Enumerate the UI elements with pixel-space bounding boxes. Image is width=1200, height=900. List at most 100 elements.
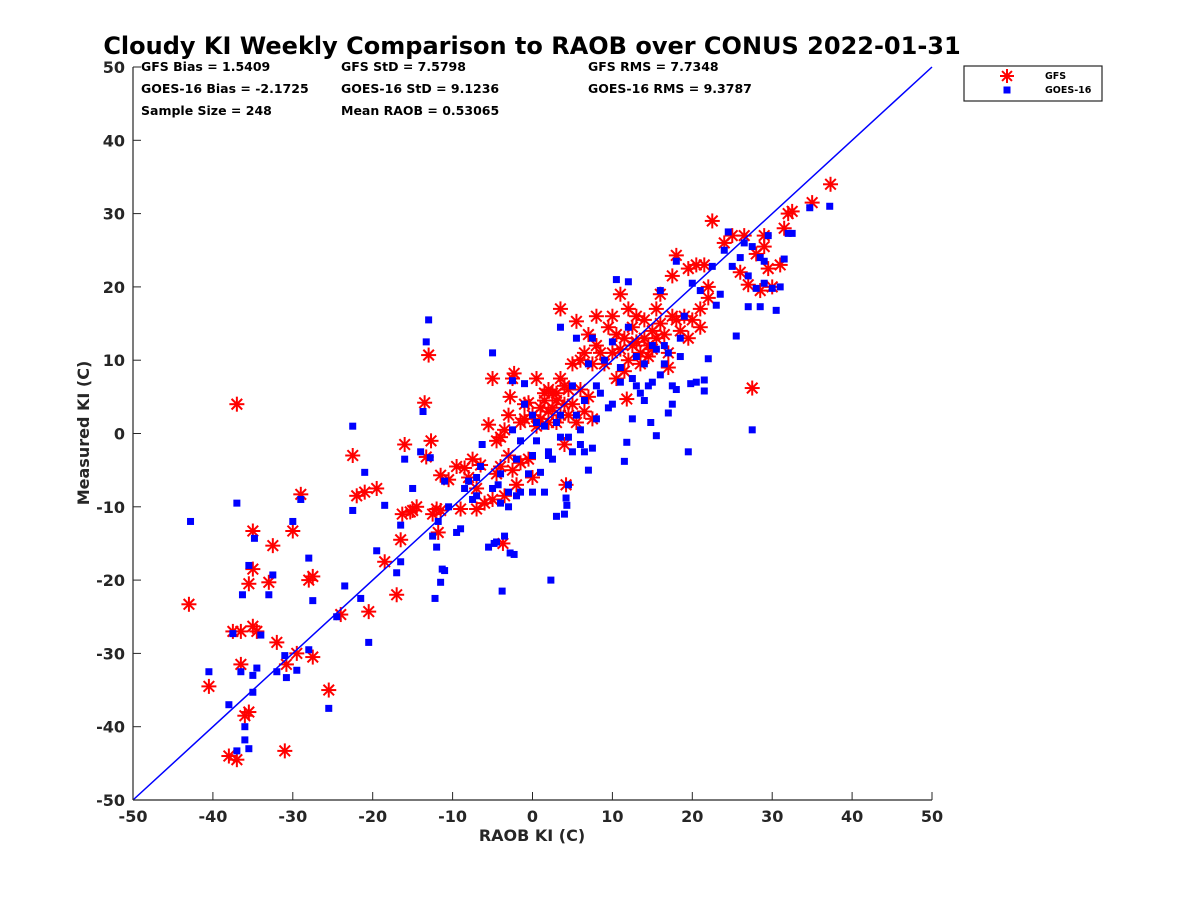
goes16-point bbox=[293, 666, 301, 674]
goes16-point bbox=[716, 290, 724, 298]
gfs-point bbox=[568, 313, 584, 329]
goes16-point bbox=[509, 426, 517, 434]
goes16-point bbox=[756, 254, 764, 262]
gfs-point bbox=[201, 678, 217, 694]
axis-ticks: -50 -40 -30 -20 -10 0 10 20 30 40 50 -50 -40 -30 -20 -1… bbox=[96, 58, 943, 826]
goes16-point bbox=[584, 466, 592, 474]
gfs-point bbox=[744, 380, 760, 396]
gfs-point bbox=[502, 389, 518, 405]
goes16-point bbox=[457, 525, 465, 533]
goes16-point bbox=[509, 377, 517, 385]
goes16-point bbox=[477, 462, 485, 470]
x-tick-label: -10 bbox=[438, 807, 467, 826]
goes16-point bbox=[489, 349, 497, 357]
goes16-point bbox=[521, 380, 529, 388]
goes16-point bbox=[552, 512, 560, 520]
gfs-point bbox=[700, 290, 716, 306]
x-tick-label: -30 bbox=[278, 807, 307, 826]
gfs-point bbox=[588, 308, 604, 324]
goes16-point bbox=[469, 495, 477, 503]
goes16-point bbox=[604, 404, 612, 412]
goes16-point bbox=[740, 239, 748, 247]
goes16-point bbox=[806, 204, 814, 212]
gfs-point bbox=[277, 743, 293, 759]
goes16-point bbox=[704, 355, 712, 363]
gfs-point bbox=[409, 499, 425, 515]
gfs-point bbox=[369, 480, 385, 496]
goes16-point bbox=[229, 630, 237, 638]
goes16-point bbox=[563, 501, 571, 509]
gfs-point bbox=[449, 458, 465, 474]
goes16-point bbox=[624, 278, 632, 286]
goes16-point bbox=[684, 448, 692, 456]
goes16-point bbox=[505, 503, 513, 511]
goes16-point bbox=[540, 488, 548, 496]
gfs-point bbox=[241, 704, 257, 720]
goes16-point bbox=[647, 419, 655, 427]
goes16-point bbox=[544, 451, 552, 459]
goes16-point bbox=[780, 255, 788, 263]
goes16-point bbox=[517, 488, 525, 496]
goes16-point bbox=[282, 674, 290, 682]
goes16-point bbox=[772, 306, 780, 314]
goes16-point bbox=[628, 375, 636, 383]
goes16-point bbox=[273, 668, 281, 676]
goes16-point bbox=[552, 419, 560, 427]
x-axis-label: RAOB KI (C) bbox=[479, 826, 585, 845]
goes16-point bbox=[676, 334, 684, 342]
goes16-point bbox=[281, 652, 289, 660]
goes16-point bbox=[269, 571, 277, 579]
x-tick-label: -20 bbox=[358, 807, 387, 826]
goes16-point bbox=[237, 668, 245, 676]
goes16-point bbox=[473, 473, 481, 481]
goes16-point bbox=[564, 433, 572, 441]
y-tick-label: 0 bbox=[114, 425, 125, 444]
goes16-point bbox=[357, 594, 365, 602]
goes16-point bbox=[660, 342, 668, 350]
goes16-point bbox=[478, 440, 486, 448]
goes16-point bbox=[660, 360, 668, 368]
goes16-point bbox=[748, 243, 756, 251]
goes16-point bbox=[461, 484, 469, 492]
goes16-point bbox=[437, 578, 445, 586]
goes16-point bbox=[506, 549, 514, 557]
gfs-point bbox=[481, 417, 497, 433]
goes16-point bbox=[623, 438, 631, 446]
gfs-point bbox=[229, 752, 245, 768]
y-tick-label: -30 bbox=[96, 644, 125, 663]
goes16-point bbox=[592, 415, 600, 423]
goes16-point bbox=[361, 468, 369, 476]
goes16-point bbox=[668, 400, 676, 408]
gfs-point bbox=[229, 396, 245, 412]
goes16-point bbox=[297, 495, 305, 503]
goes16-point bbox=[648, 378, 656, 386]
x-tick-label: 10 bbox=[601, 807, 623, 826]
goes16-point bbox=[728, 262, 736, 270]
goes16-point bbox=[752, 284, 760, 292]
goes16-point bbox=[473, 492, 481, 500]
goes16-point bbox=[562, 494, 570, 502]
goes16-point bbox=[529, 488, 536, 496]
goes16-point bbox=[776, 283, 784, 291]
goes16-point bbox=[305, 554, 313, 562]
goes16-point bbox=[431, 594, 439, 602]
goes16-point bbox=[453, 528, 461, 536]
goes16-point bbox=[576, 440, 584, 448]
gfs-point bbox=[528, 371, 544, 387]
goes16-point bbox=[724, 228, 732, 236]
series-gfs bbox=[181, 176, 839, 768]
goes16-point bbox=[826, 202, 834, 210]
gfs-point bbox=[692, 301, 708, 317]
goes16-point bbox=[333, 613, 341, 621]
gfs-point bbox=[616, 363, 632, 379]
gfs-point bbox=[756, 239, 772, 255]
goes16-point bbox=[257, 631, 265, 639]
gfs-point bbox=[181, 596, 197, 612]
goes16-point bbox=[568, 382, 576, 390]
goes16-point bbox=[620, 457, 628, 465]
chart-title: Cloudy KI Weekly Comparison to RAOB over… bbox=[103, 32, 960, 60]
goes16-point bbox=[744, 272, 752, 280]
legend-marker-goes16 bbox=[1003, 86, 1011, 94]
gfs-point bbox=[305, 649, 321, 665]
goes16-point bbox=[760, 257, 768, 265]
